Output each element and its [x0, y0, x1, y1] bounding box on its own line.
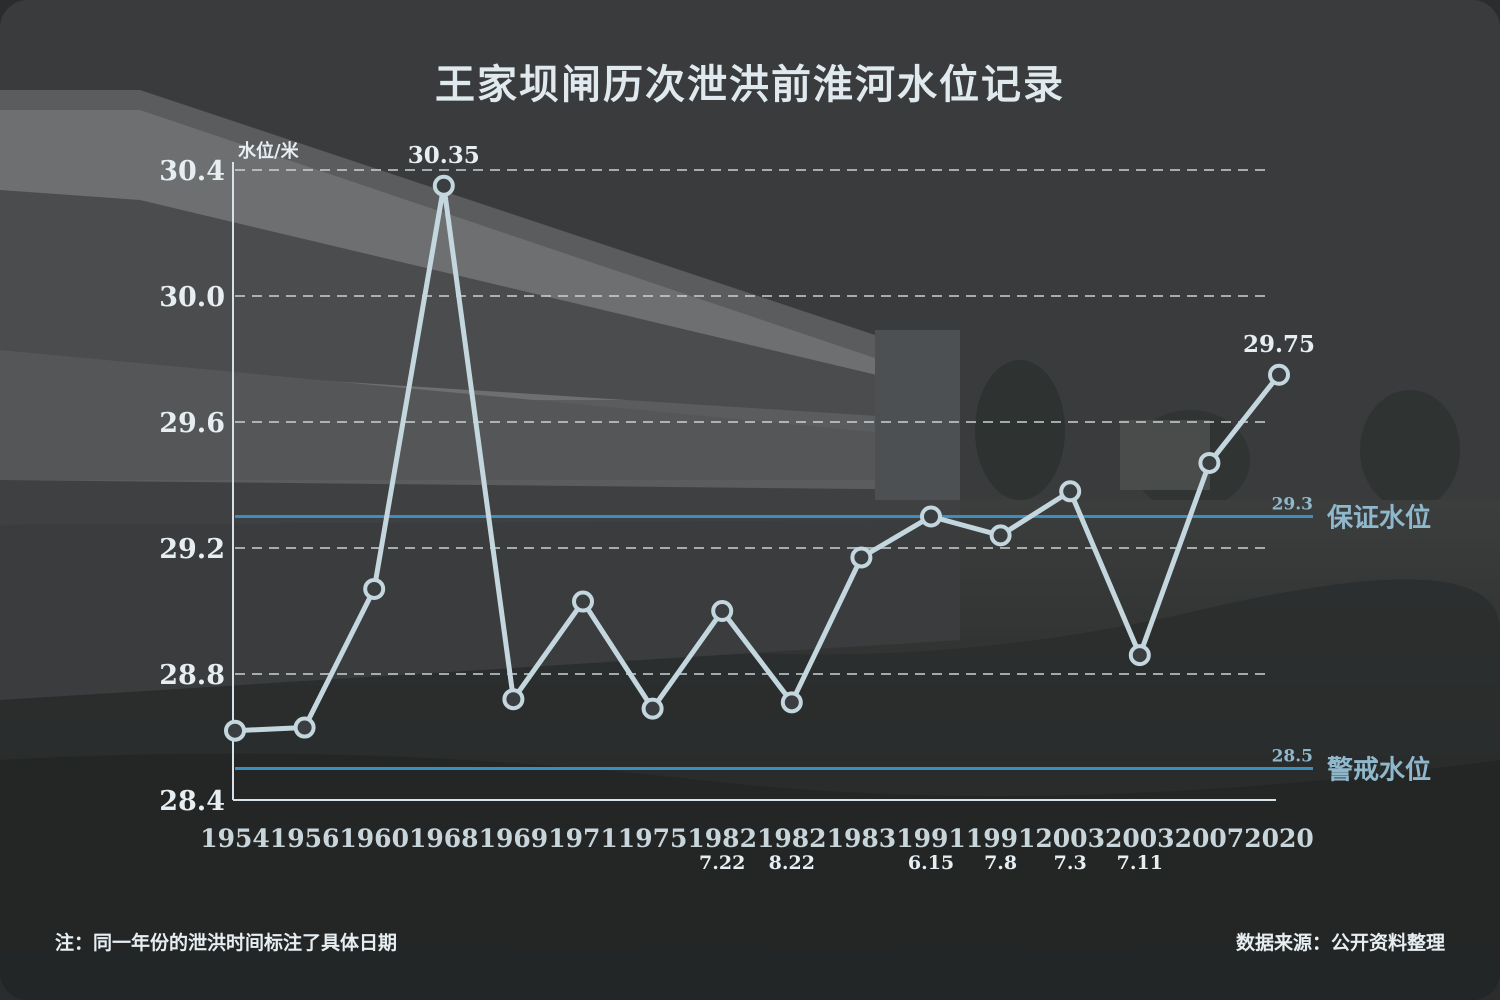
- x-tick-year: 1968: [409, 824, 479, 853]
- x-tick-year: 1969: [479, 824, 549, 853]
- reference-lines: 29.3 保证水位 28.5 警戒水位: [235, 495, 1431, 786]
- x-tick-date: 7.11: [1117, 852, 1163, 874]
- data-point: [432, 174, 455, 197]
- series-line: [234, 183, 1281, 734]
- x-tick-date: 7.8: [984, 852, 1017, 874]
- footnote: 注：同一年份的泄洪时间标注了具体日期: [55, 932, 398, 954]
- data-point: [363, 577, 386, 600]
- reference-line-label: 保证水位: [1326, 503, 1431, 534]
- y-tick-label: 28.4: [159, 786, 225, 817]
- x-tick-year: 1971: [548, 824, 618, 853]
- value-labels: 30.35 29.75: [408, 142, 1315, 358]
- x-tick-date: 7.3: [1054, 852, 1087, 874]
- data-point: [1198, 451, 1221, 474]
- x-tick-labels: 1954 1956 1960 1968 1969 1971 1975 19827.221982…: [200, 824, 1314, 874]
- x-tick-date: 7.22: [699, 852, 745, 874]
- x-tick-date: 8.22: [769, 852, 815, 874]
- data-point: [1059, 480, 1082, 503]
- data-source: 数据来源：公开资料整理: [1235, 932, 1445, 954]
- data-point: [224, 719, 246, 742]
- x-tick-year: 2020: [1244, 824, 1314, 853]
- x-tick-year: 2007: [1175, 824, 1245, 853]
- data-point: [572, 590, 594, 613]
- y-tick-label: 30.0: [159, 282, 225, 313]
- data-point: [780, 691, 803, 714]
- data-point: [989, 524, 1012, 547]
- y-axis-label: 水位/米: [238, 141, 299, 162]
- gridlines: [235, 169, 1268, 675]
- y-tick-label: 29.2: [159, 534, 225, 565]
- data-point: [850, 546, 873, 569]
- y-tick-labels: 28.4 28.8 29.2 29.6 30.0 30.4: [159, 156, 225, 817]
- data-point: [1128, 644, 1151, 667]
- data-point: [920, 505, 942, 528]
- data-point: [502, 688, 525, 711]
- x-tick-year: 1982: [687, 824, 757, 853]
- x-tick-year: 1982: [757, 824, 827, 853]
- data-point: [1268, 363, 1290, 386]
- data-label: 30.35: [408, 142, 480, 169]
- x-tick-year: 1991: [896, 824, 966, 853]
- data-label: 29.75: [1243, 331, 1315, 358]
- x-tick-date: 6.15: [908, 852, 954, 874]
- reference-line-value: 29.3: [1272, 495, 1313, 515]
- x-tick-year: 2003: [1105, 824, 1175, 853]
- x-tick-year: 2003: [1035, 824, 1105, 853]
- y-tick-label: 29.6: [159, 408, 225, 439]
- y-tick-label: 28.8: [159, 660, 225, 691]
- data-point: [641, 697, 664, 720]
- y-tick-label: 30.4: [159, 156, 225, 187]
- reference-line-value: 28.5: [1272, 747, 1313, 767]
- series-water-level: [224, 174, 1290, 742]
- reference-line-label: 警戒水位: [1327, 755, 1431, 786]
- x-tick-year: 1954: [200, 824, 270, 853]
- axes: [232, 162, 1276, 801]
- x-tick-year: 1991: [966, 824, 1036, 853]
- data-point: [711, 600, 734, 622]
- x-tick-year: 1960: [339, 824, 409, 853]
- x-tick-year: 1956: [270, 824, 340, 853]
- x-tick-year: 1983: [827, 824, 897, 853]
- x-tick-year: 1975: [618, 824, 688, 853]
- chart-title: 王家坝闸历次泄洪前淮河水位记录: [435, 61, 1065, 108]
- data-point: [293, 716, 316, 739]
